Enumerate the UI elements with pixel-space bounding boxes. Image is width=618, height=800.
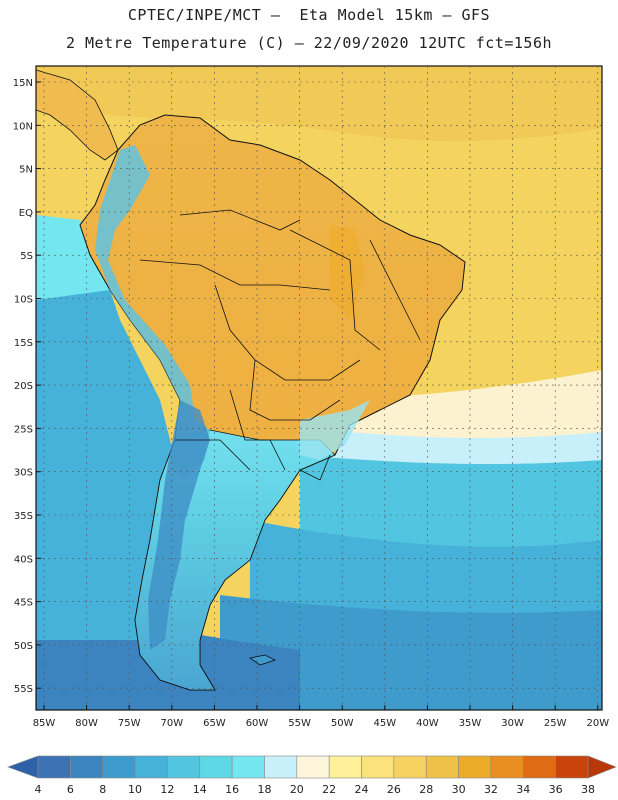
colorbar-label: 28 bbox=[419, 783, 433, 796]
longitude-label: 35W bbox=[459, 718, 482, 729]
latitude-label: 40S bbox=[14, 554, 33, 565]
latitude-label: EQ bbox=[19, 208, 33, 219]
latitude-label: 15S bbox=[14, 338, 33, 349]
longitude-label: 25W bbox=[544, 718, 567, 729]
longitude-label: 40W bbox=[416, 718, 439, 729]
colorbar-swatch bbox=[296, 755, 330, 779]
cool-ocean-band bbox=[330, 430, 602, 470]
colorbar-label: 36 bbox=[549, 783, 563, 796]
colorbar-swatch bbox=[328, 755, 362, 779]
pacific-upwelling bbox=[36, 215, 110, 300]
colorbar-label: 4 bbox=[35, 783, 42, 796]
colorbar-swatch bbox=[361, 755, 395, 779]
longitude-label: 20W bbox=[586, 718, 609, 729]
colorbar-label: 30 bbox=[452, 783, 466, 796]
map-field bbox=[36, 66, 602, 710]
longitude-label: 30W bbox=[501, 718, 524, 729]
colorbar-label: 10 bbox=[128, 783, 142, 796]
colorbar-label: 12 bbox=[160, 783, 174, 796]
colorbar-swatch bbox=[264, 755, 298, 779]
colorbar-swatch bbox=[425, 755, 459, 779]
colorbar-label: 14 bbox=[193, 783, 207, 796]
south-brazil-cool bbox=[300, 400, 370, 460]
colorbar-label: 38 bbox=[581, 783, 595, 796]
latitude-label: 5S bbox=[20, 251, 33, 262]
longitude-label: 85W bbox=[33, 718, 56, 729]
patagonian-andes bbox=[148, 400, 210, 650]
colorbar-label: 24 bbox=[355, 783, 369, 796]
colorbar-label: 16 bbox=[225, 783, 239, 796]
longitude-labels: 85W 80W 75W 70W 65W 60W 55W 50W 45W 40W 35W 30W 25W 2… bbox=[33, 718, 610, 729]
colorbar-under-arrow bbox=[7, 755, 39, 779]
colorbar-swatch bbox=[490, 755, 524, 779]
latitude-label: 25S bbox=[14, 424, 33, 435]
colorbar-swatch bbox=[70, 755, 104, 779]
colorbar-swatch bbox=[134, 755, 168, 779]
cold-ocean-band bbox=[300, 455, 602, 550]
colorbar-swatch bbox=[167, 755, 201, 779]
central-brazil-hot bbox=[330, 225, 365, 320]
colder-ocean-band bbox=[250, 520, 602, 624]
falkland-islands bbox=[249, 654, 277, 666]
colorbar-label: 20 bbox=[290, 783, 304, 796]
longitude-label: 50W bbox=[331, 718, 354, 729]
latitude-label: 15N bbox=[13, 78, 33, 89]
colorbar-label: 6 bbox=[67, 783, 74, 796]
latitude-label: 30S bbox=[14, 468, 33, 479]
colorbar-label: 22 bbox=[322, 783, 336, 796]
colorbar-label: 8 bbox=[99, 783, 106, 796]
colorbar-swatch bbox=[37, 755, 71, 779]
latitude-label: 35S bbox=[14, 511, 33, 522]
map-frame bbox=[35, 65, 603, 711]
colorbar-swatch bbox=[522, 755, 556, 779]
latitude-label: 55S bbox=[14, 684, 33, 695]
warm-ocean-band bbox=[36, 66, 602, 142]
colorbar-swatch bbox=[393, 755, 427, 779]
colorbar-swatch bbox=[555, 755, 589, 779]
colorbar-swatch bbox=[102, 755, 136, 779]
latitude-label: 5N bbox=[19, 165, 33, 176]
colorbar-swatch bbox=[458, 755, 492, 779]
longitude-label: 75W bbox=[118, 718, 141, 729]
andes-cold-strip bbox=[95, 145, 210, 480]
longitude-label: 65W bbox=[203, 718, 226, 729]
latitude-label: 45S bbox=[14, 598, 33, 609]
pacific-ocean-band bbox=[36, 215, 175, 640]
colorbar-over-arrow bbox=[587, 755, 617, 779]
longitude-label: 45W bbox=[373, 718, 396, 729]
colorbar-swatch bbox=[231, 755, 265, 779]
country-borders bbox=[139, 209, 421, 481]
latitude-label: 10S bbox=[14, 295, 33, 306]
central-america-land bbox=[36, 69, 119, 161]
longitude-label: 70W bbox=[160, 718, 183, 729]
subtropical-ocean-band bbox=[330, 370, 602, 443]
colorbar-label: 34 bbox=[516, 783, 530, 796]
colorbar: 4 6 8 10 12 14 16 18 20 22 24 26 28 30 32 34 36 38 bbox=[7, 755, 617, 796]
longitude-label: 55W bbox=[288, 718, 311, 729]
latitude-label: 20S bbox=[14, 381, 33, 392]
colorbar-label: 32 bbox=[484, 783, 498, 796]
latitude-labels: 15N 10N 5N EQ 5S 10S 15S 20S 25S 30S 35S 40S 45S 50S 5… bbox=[13, 78, 33, 695]
colorbar-label: 26 bbox=[387, 783, 401, 796]
colorbar-swatch bbox=[199, 755, 233, 779]
map-title: CPTEC/INPE/MCT – Eta Model 15km – GFS bbox=[127, 6, 491, 24]
colorbar-label: 18 bbox=[257, 783, 271, 796]
latitude-label: 10N bbox=[13, 121, 33, 132]
longitude-label: 60W bbox=[246, 718, 269, 729]
map-subtitle: 2 Metre Temperature (C) – 22/09/2020 12U… bbox=[65, 34, 553, 52]
longitude-label: 80W bbox=[75, 718, 98, 729]
coldest-ocean-band bbox=[220, 595, 602, 710]
latitude-label: 50S bbox=[14, 641, 33, 652]
graticule bbox=[36, 66, 602, 710]
